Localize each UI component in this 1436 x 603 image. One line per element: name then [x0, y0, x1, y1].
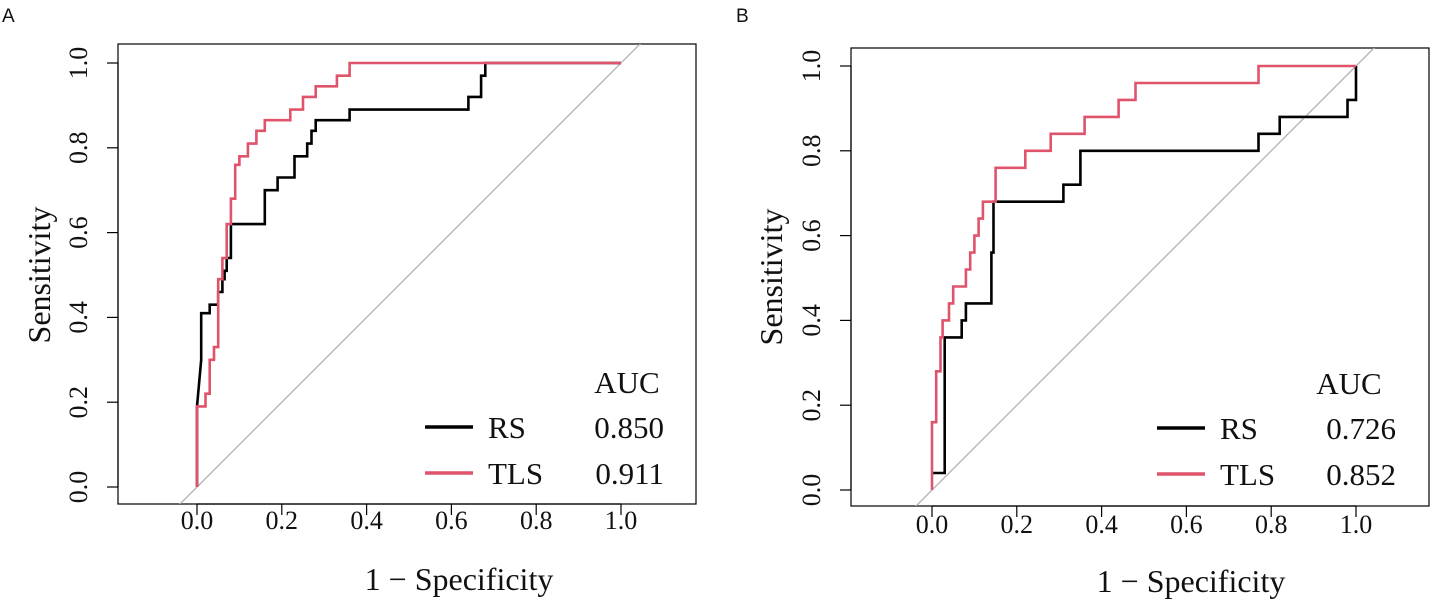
- y-tick-label-b: 0.2: [797, 389, 826, 422]
- y-tick-label-b: 0.4: [797, 304, 826, 337]
- roc-curve-tls-a: [195, 61, 621, 487]
- y-tick-label-b: 1.0: [797, 50, 826, 83]
- legend-label-tls-a: TLS: [488, 456, 543, 491]
- y-tick-label-b: 0.6: [797, 219, 826, 252]
- x-tick-label-b: 0.2: [1001, 510, 1034, 539]
- legend-auc-tls-a: 0.911: [595, 456, 664, 491]
- x-axis-a: 0.0 0.2 0.4 0.6 0.8 1.0: [181, 503, 638, 535]
- legend-auc-rs-b: 0.726: [1326, 411, 1396, 446]
- y-tick-label-a: 0.2: [64, 386, 93, 419]
- diagonal-line-a: [179, 44, 641, 504]
- y-tick-label-a: 0.8: [64, 132, 93, 165]
- diagonal-reference-a: [179, 44, 641, 504]
- x-tick-label-b: 1.0: [1340, 510, 1373, 539]
- y-axis-title-a: Sensitivity: [21, 207, 57, 344]
- legend-label-rs-a: RS: [488, 410, 526, 445]
- y-tick-label-b: 0.8: [797, 135, 826, 168]
- panel-letter-a: A: [2, 6, 15, 27]
- x-tick-label-a: 0.2: [266, 506, 299, 535]
- y-axis-title-b: Sensitivity: [753, 209, 789, 346]
- y-axis-b: 0.0 0.2 0.4 0.6 0.8 1.0: [797, 50, 852, 507]
- x-axis-b: 0.0 0.2 0.4 0.6 0.8 1.0: [916, 505, 1373, 539]
- x-axis-title-b: 1 − Specificity: [1097, 563, 1286, 599]
- x-tick-label-a: 0.4: [350, 506, 383, 535]
- x-tick-label-b: 0.0: [916, 510, 949, 539]
- y-tick-label-a: 0.0: [64, 471, 93, 504]
- legend-b: RS 0.726 TLS 0.852: [1157, 411, 1396, 492]
- y-axis-a: 0.0 0.2 0.4 0.6 0.8 1.0: [64, 47, 119, 504]
- roc-curve-tls-b: [930, 64, 1356, 490]
- x-tick-label-a: 0.0: [181, 506, 214, 535]
- y-tick-label-a: 0.4: [64, 301, 93, 334]
- x-axis-title-a: 1 − Specificity: [365, 561, 554, 597]
- x-tick-label-a: 1.0: [605, 506, 638, 535]
- panel-letter-b: B: [736, 6, 749, 27]
- x-tick-label-b: 0.4: [1085, 510, 1118, 539]
- series-layer-a: [195, 61, 621, 487]
- panel-a: A 0.0 0.2 0.4 0.6 0.8 1.0 0.00.20.40.60.81.0 …: [2, 6, 697, 597]
- diagonal-reference-b: [915, 48, 1375, 506]
- legend-label-rs-b: RS: [1220, 411, 1258, 446]
- x-tick-label-a: 0.8: [520, 506, 553, 535]
- series-layer-b: [930, 64, 1358, 490]
- y-tick-label-b: 0.0: [797, 474, 826, 507]
- roc-curve-rs-b: [932, 66, 1358, 475]
- legend-a: RS 0.850 TLS 0.911: [425, 410, 664, 491]
- legend-auc-tls-b: 0.852: [1326, 457, 1396, 492]
- x-tick-label-b: 0.6: [1170, 510, 1203, 539]
- panel-b: B 0.0 0.2 0.4 0.6 0.8 1.0 0.00.20.40.60.81.0 …: [736, 6, 1430, 599]
- diagonal-line-b: [915, 48, 1375, 506]
- legend-header-b: AUC: [1316, 366, 1381, 401]
- x-tick-label-a: 0.6: [435, 506, 468, 535]
- y-tick-label-a: 1.0: [64, 47, 93, 80]
- y-tick-label-a: 0.6: [64, 216, 93, 249]
- legend-label-tls-b: TLS: [1220, 457, 1275, 492]
- x-tick-label-b: 0.8: [1255, 510, 1288, 539]
- legend-auc-rs-a: 0.850: [594, 410, 664, 445]
- legend-header-a: AUC: [594, 365, 659, 400]
